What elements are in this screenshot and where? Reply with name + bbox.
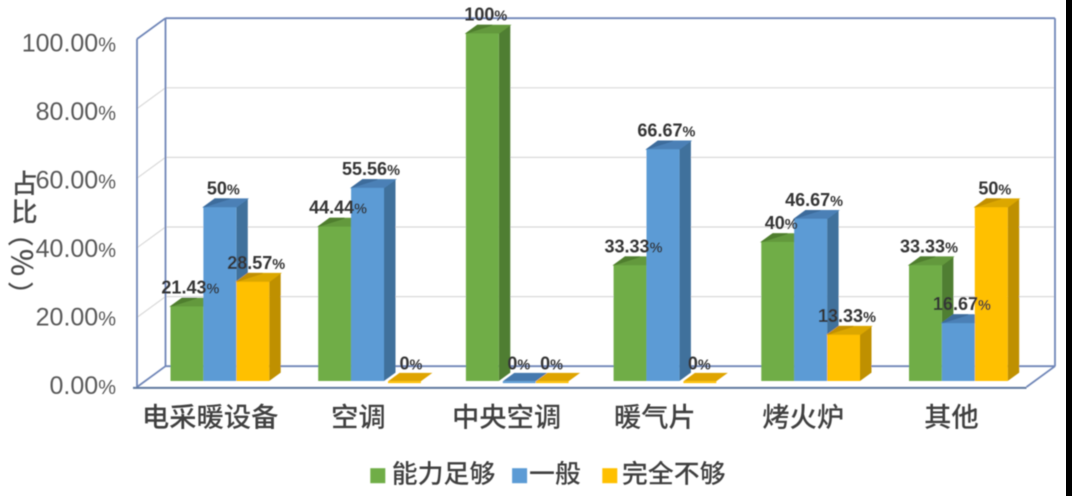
svg-text:0.00%: 0.00% xyxy=(50,372,117,400)
svg-text:66.67%: 66.67% xyxy=(637,120,695,140)
svg-text:80.00%: 80.00% xyxy=(36,98,117,126)
svg-text:40%: 40% xyxy=(765,213,798,233)
svg-text:100%: 100% xyxy=(464,5,507,25)
svg-text:50%: 50% xyxy=(207,178,240,198)
svg-text:46.67%: 46.67% xyxy=(785,190,843,210)
svg-text:40.00%: 40.00% xyxy=(36,235,117,263)
svg-text:0%: 0% xyxy=(540,353,563,373)
svg-text:20.00%: 20.00% xyxy=(36,304,117,332)
svg-text:0%: 0% xyxy=(399,353,422,373)
svg-text:0%: 0% xyxy=(688,353,711,373)
svg-text:60.00%: 60.00% xyxy=(36,167,117,195)
svg-text:0%: 0% xyxy=(507,353,530,373)
svg-text:21.43%: 21.43% xyxy=(161,278,219,298)
svg-text:50%: 50% xyxy=(978,178,1011,198)
svg-text:55.56%: 55.56% xyxy=(342,159,400,179)
svg-text:16.67%: 16.67% xyxy=(933,294,991,314)
svg-text:44.44%: 44.44% xyxy=(309,198,367,218)
svg-text:100.00%: 100.00% xyxy=(22,30,116,58)
svg-text:33.33%: 33.33% xyxy=(900,236,958,256)
svg-text:13.33%: 13.33% xyxy=(818,306,876,326)
svg-text:33.33%: 33.33% xyxy=(605,236,663,256)
svg-text:28.57%: 28.57% xyxy=(227,253,285,273)
